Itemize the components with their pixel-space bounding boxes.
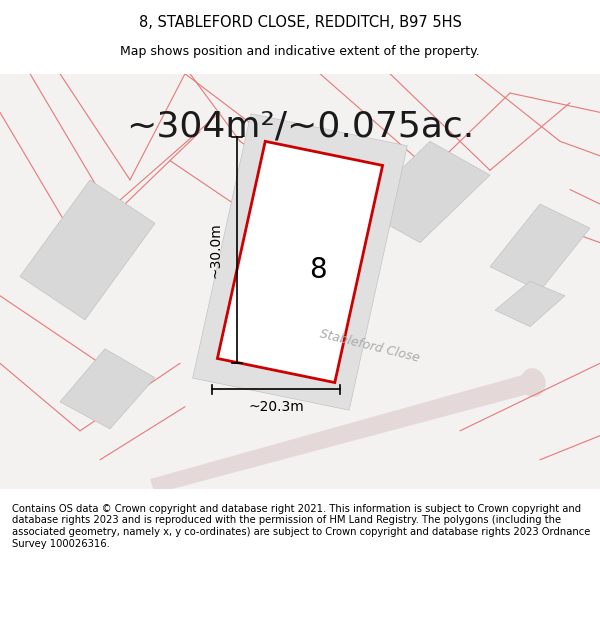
- Text: 8: 8: [309, 256, 327, 284]
- Polygon shape: [495, 281, 565, 327]
- Polygon shape: [193, 114, 407, 410]
- Text: Stableford Close: Stableford Close: [319, 328, 421, 364]
- Polygon shape: [60, 349, 155, 429]
- Text: ~304m²/~0.075ac.: ~304m²/~0.075ac.: [126, 110, 474, 144]
- Text: ~20.3m: ~20.3m: [248, 400, 304, 414]
- Polygon shape: [20, 180, 155, 320]
- Polygon shape: [150, 373, 535, 494]
- Polygon shape: [360, 141, 490, 242]
- Text: 8, STABLEFORD CLOSE, REDDITCH, B97 5HS: 8, STABLEFORD CLOSE, REDDITCH, B97 5HS: [139, 15, 461, 30]
- Polygon shape: [217, 141, 383, 382]
- Ellipse shape: [520, 368, 545, 397]
- Text: Contains OS data © Crown copyright and database right 2021. This information is : Contains OS data © Crown copyright and d…: [12, 504, 590, 549]
- Text: ~30.0m: ~30.0m: [208, 222, 222, 278]
- Text: Map shows position and indicative extent of the property.: Map shows position and indicative extent…: [120, 46, 480, 59]
- Polygon shape: [490, 204, 590, 291]
